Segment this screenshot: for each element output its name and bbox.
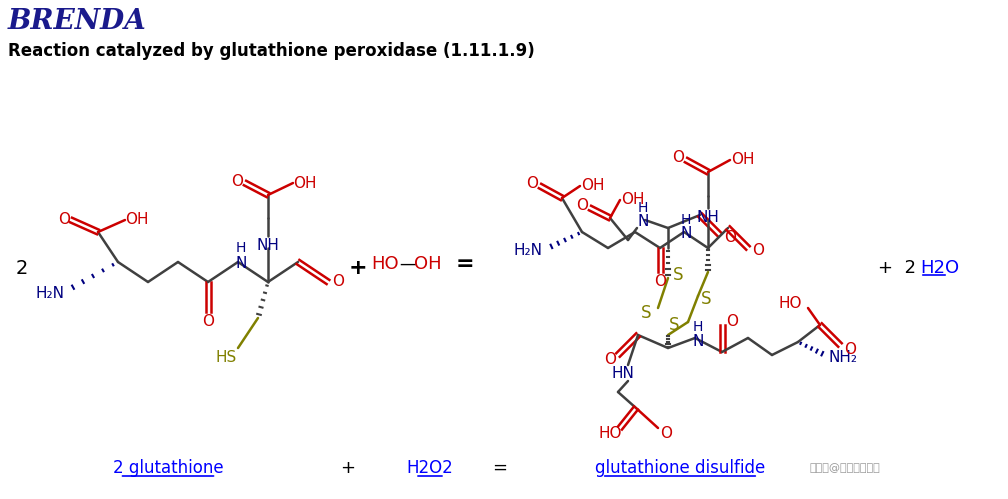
Text: +: + [341,459,356,477]
Text: O: O [752,243,764,257]
Text: 2 glutathione: 2 glutathione [113,459,224,477]
Text: S: S [672,266,683,284]
Text: BRENDA: BRENDA [8,8,147,35]
Text: =: = [456,254,475,274]
Text: O: O [332,274,344,289]
Text: H: H [638,201,648,215]
Text: S: S [668,316,679,334]
Text: O: O [726,314,738,329]
Text: N: N [692,333,704,348]
Text: O: O [58,213,70,228]
Text: HO: HO [599,427,622,442]
Text: H: H [692,320,704,334]
Text: OH: OH [731,153,755,168]
Text: O: O [844,341,856,356]
Text: O: O [202,314,214,329]
Text: +  2: + 2 [878,259,916,277]
Text: NH: NH [697,210,720,225]
Text: 2: 2 [16,258,28,277]
Text: NH₂: NH₂ [829,349,858,364]
Text: S: S [641,304,651,322]
Text: O: O [672,151,684,166]
Text: OH: OH [582,179,605,194]
Text: OH: OH [414,255,442,273]
Text: N: N [235,255,247,270]
Text: H₂N: H₂N [513,243,542,257]
Text: H: H [680,213,691,227]
Text: N: N [680,227,691,242]
Text: glutathione disulfide: glutathione disulfide [595,459,765,477]
Text: HS: HS [216,350,237,365]
Text: H2O: H2O [920,259,960,277]
Text: Reaction catalyzed by glutathione peroxidase (1.11.1.9): Reaction catalyzed by glutathione peroxi… [8,42,535,60]
Text: O: O [654,273,666,288]
Text: O: O [604,351,616,366]
Text: O: O [526,177,538,192]
Text: O: O [660,426,672,441]
Text: H2O2: H2O2 [406,459,454,477]
Text: =: = [493,459,507,477]
Text: OH: OH [125,213,149,228]
Text: +: + [349,258,367,278]
Text: O: O [576,198,588,213]
Text: H₂N: H₂N [35,285,65,300]
Text: OH: OH [621,193,645,208]
Text: HO: HO [371,255,399,273]
Text: N: N [637,215,649,230]
Text: NH: NH [257,238,279,252]
Text: 搜狐号@李老师微生物: 搜狐号@李老师微生物 [810,463,881,473]
Text: HO: HO [778,296,801,311]
Text: S: S [701,290,712,308]
Text: O: O [231,174,243,189]
Text: H: H [236,241,246,255]
Text: OH: OH [293,176,317,191]
Text: HN: HN [612,365,634,381]
Text: —: — [400,255,416,273]
Text: O: O [724,230,736,245]
